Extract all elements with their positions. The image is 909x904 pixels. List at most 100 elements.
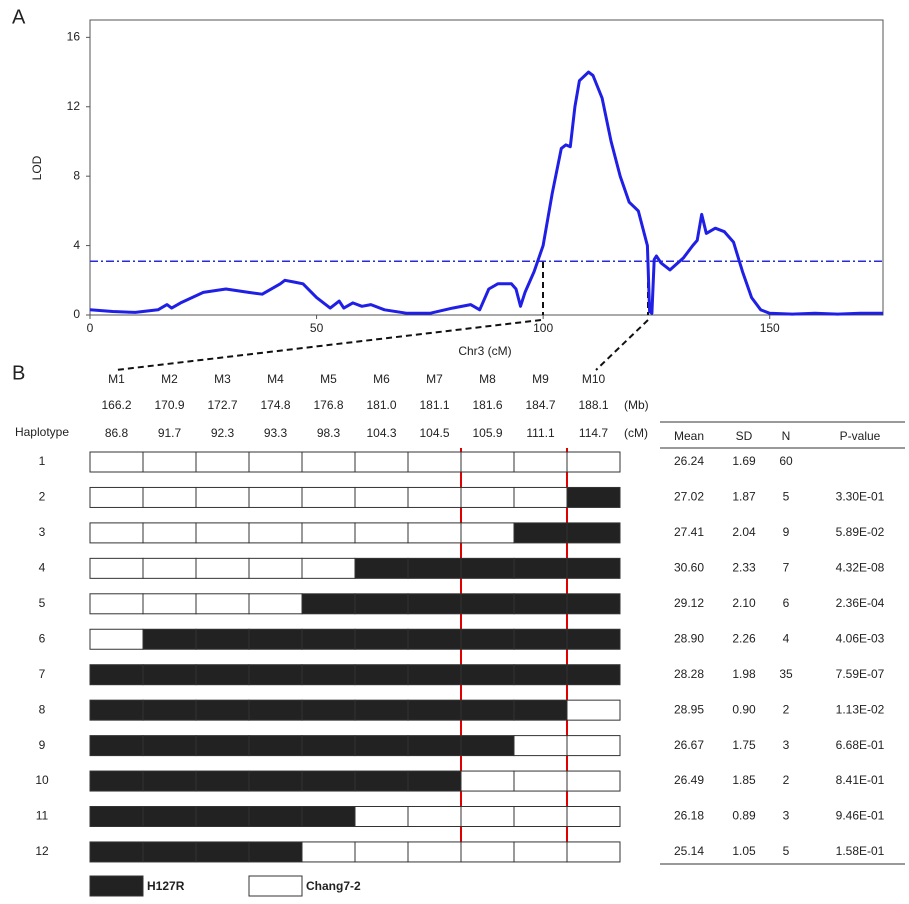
stats-value: 35	[779, 667, 793, 681]
stats-value: 26.18	[674, 809, 704, 823]
genotype-cell	[248, 735, 303, 757]
genotype-cell	[142, 806, 197, 827]
genotype-cell	[354, 664, 409, 686]
stats-value: 2.26	[732, 631, 756, 645]
marker-cm: 105.9	[472, 426, 502, 440]
genotype-cell	[513, 557, 568, 579]
genotype-cell	[354, 699, 409, 721]
haplotype-id: 5	[39, 596, 46, 610]
genotype-cell	[566, 806, 621, 827]
panel-label: B	[12, 362, 25, 384]
stats-value: 2.10	[732, 596, 756, 610]
genotype-cell	[354, 841, 409, 863]
genotype-cell	[566, 699, 621, 721]
stats-value: 1.69	[732, 454, 756, 468]
genotype-cell	[142, 522, 197, 544]
genotype-cell	[301, 486, 356, 508]
genotype-cell	[460, 593, 515, 615]
x-axis-label: Chr3 (cM)	[458, 344, 511, 358]
y-tick-label: 16	[67, 30, 81, 44]
genotype-cell	[248, 664, 303, 686]
genotype-cell	[513, 593, 568, 615]
genotype-cell	[513, 841, 568, 863]
panel-label: A	[12, 6, 26, 28]
genotype-cell	[460, 557, 515, 579]
haplotype-id: 4	[39, 561, 46, 575]
marker-cm: 92.3	[211, 426, 235, 440]
genotype-cell	[142, 451, 197, 473]
genotype-cell	[354, 770, 409, 792]
haplotype-id: 11	[36, 809, 49, 823]
marker-name: M7	[426, 372, 443, 386]
genotype-cell	[142, 664, 197, 686]
genotype-cell	[89, 699, 144, 721]
x-tick-label: 100	[533, 321, 553, 335]
marker-mb: 184.7	[525, 398, 555, 412]
marker-mb: 172.7	[207, 398, 237, 412]
genotype-cell	[195, 806, 250, 827]
stats-value: 29.12	[674, 596, 704, 610]
unit: (cM)	[624, 426, 648, 440]
stats-value: 1.05	[732, 844, 756, 858]
marker-name: M10	[582, 372, 606, 386]
table-rules	[660, 421, 905, 865]
stats-value: 27.02	[674, 490, 704, 504]
genotype-cell	[301, 735, 356, 757]
genotype-cell	[195, 522, 250, 544]
genotype-cell	[354, 628, 409, 650]
marker-cm: 111.1	[526, 426, 555, 440]
stats-value: 26.24	[674, 454, 704, 468]
stats-value: 9	[783, 525, 790, 539]
y-tick-label: 4	[73, 238, 80, 252]
genotype-cell	[407, 557, 462, 579]
stats-value: 4.32E-08	[836, 561, 885, 575]
genotype-cell	[142, 593, 197, 615]
genotype-cell	[566, 486, 621, 508]
stats-header: N	[782, 429, 791, 443]
genotype-cell	[566, 522, 621, 544]
genotype-cell	[460, 664, 515, 686]
genotype-cell	[89, 451, 144, 473]
marker-name: M8	[479, 372, 496, 386]
stats-value: 28.95	[674, 702, 704, 716]
genotype-cell	[89, 770, 144, 792]
marker-name: M3	[214, 372, 231, 386]
stats-value: 1.58E-01	[836, 844, 885, 858]
genotype-cell	[195, 557, 250, 579]
genotype-cell	[566, 628, 621, 650]
haplotype-id: 6	[39, 631, 46, 645]
genotype-cell	[566, 841, 621, 863]
stats-value: 4	[783, 631, 790, 645]
genotype-cell	[89, 735, 144, 757]
stats-value: 5	[783, 844, 790, 858]
genotype-cell	[460, 770, 515, 792]
marker-mb: 181.6	[472, 398, 502, 412]
haplotype-id: 2	[39, 490, 46, 504]
genotype-cell	[301, 664, 356, 686]
marker-cm: 98.3	[317, 426, 341, 440]
genotype-cell	[513, 806, 568, 827]
genotype-cell	[195, 486, 250, 508]
y-tick-label: 0	[73, 307, 80, 321]
stats-value: 25.14	[674, 844, 704, 858]
haplotype-id: 1	[39, 454, 46, 468]
genotype-cell	[89, 593, 144, 615]
stats-value: 60	[779, 454, 793, 468]
legend-swatch	[89, 875, 144, 897]
genotype-cell	[248, 557, 303, 579]
genotype-cell	[460, 522, 515, 544]
genotype-cell	[89, 628, 144, 650]
genotype-cell	[301, 699, 356, 721]
y-tick-label: 12	[67, 99, 81, 113]
genotype-cell	[354, 806, 409, 827]
genotype-cell	[248, 770, 303, 792]
legend-swatch	[248, 875, 303, 897]
genotype-cell	[89, 557, 144, 579]
genotype-cell	[354, 522, 409, 544]
genotype-cell	[248, 841, 303, 863]
haplotype-id: 10	[35, 773, 49, 787]
stats-value: 26.67	[674, 738, 704, 752]
haplotype-id: 12	[35, 844, 49, 858]
genotype-cell	[513, 522, 568, 544]
genotype-cell	[566, 664, 621, 686]
